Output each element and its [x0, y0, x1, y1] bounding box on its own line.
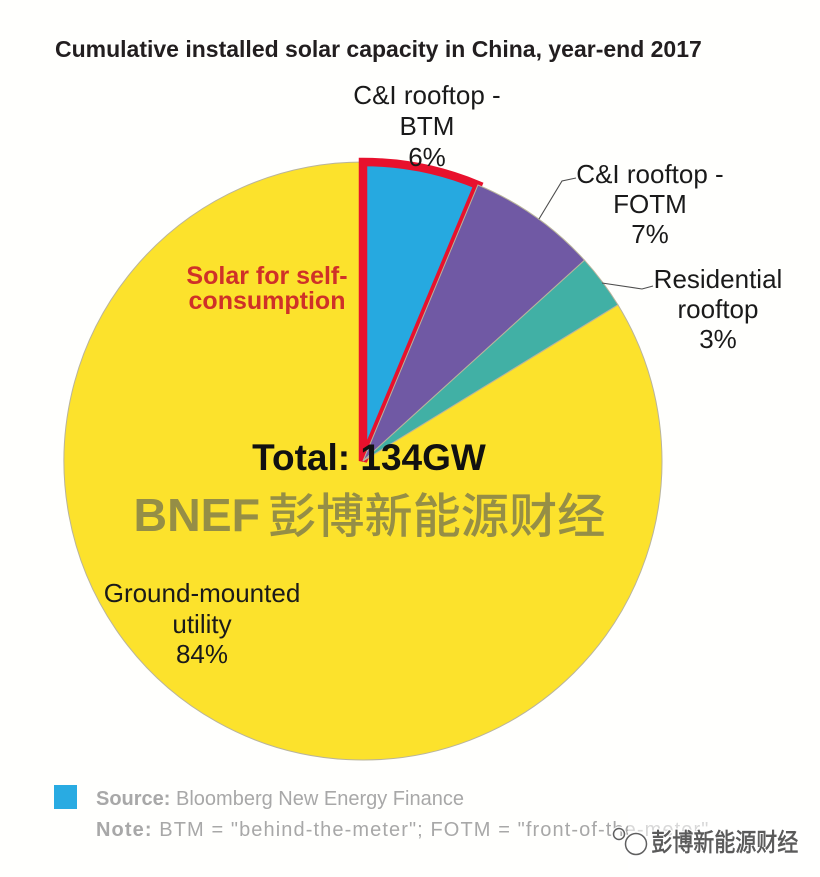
svg-text:Solar for self-: Solar for self- — [186, 262, 347, 290]
svg-text:Residential: Residential — [654, 264, 783, 294]
svg-text:rooftop: rooftop — [678, 294, 759, 324]
svg-text:84%: 84% — [176, 639, 228, 669]
svg-text:BNEF: BNEF — [134, 489, 261, 541]
svg-text:Note: BTM = "behind-the-meter": Note: BTM = "behind-the-meter"; FOTM = "… — [96, 819, 709, 841]
svg-text:C&I rooftop -: C&I rooftop - — [353, 80, 500, 110]
svg-text:consumption: consumption — [189, 287, 346, 315]
svg-text:utility: utility — [172, 609, 231, 639]
svg-text:6%: 6% — [408, 142, 446, 172]
svg-text:BTM: BTM — [400, 111, 455, 141]
svg-text:3%: 3% — [699, 324, 737, 354]
svg-text:Ground-mounted: Ground-mounted — [104, 578, 301, 608]
svg-text:Total: 134GW: Total: 134GW — [252, 437, 486, 478]
svg-text:C&I rooftop -: C&I rooftop - — [576, 159, 723, 189]
svg-text:7%: 7% — [631, 219, 669, 249]
svg-text:FOTM: FOTM — [613, 189, 687, 219]
svg-text:Cumulative installed solar cap: Cumulative installed solar capacity in C… — [55, 36, 702, 62]
svg-text:Source: Bloomberg New Energy F: Source: Bloomberg New Energy Finance — [96, 788, 464, 810]
